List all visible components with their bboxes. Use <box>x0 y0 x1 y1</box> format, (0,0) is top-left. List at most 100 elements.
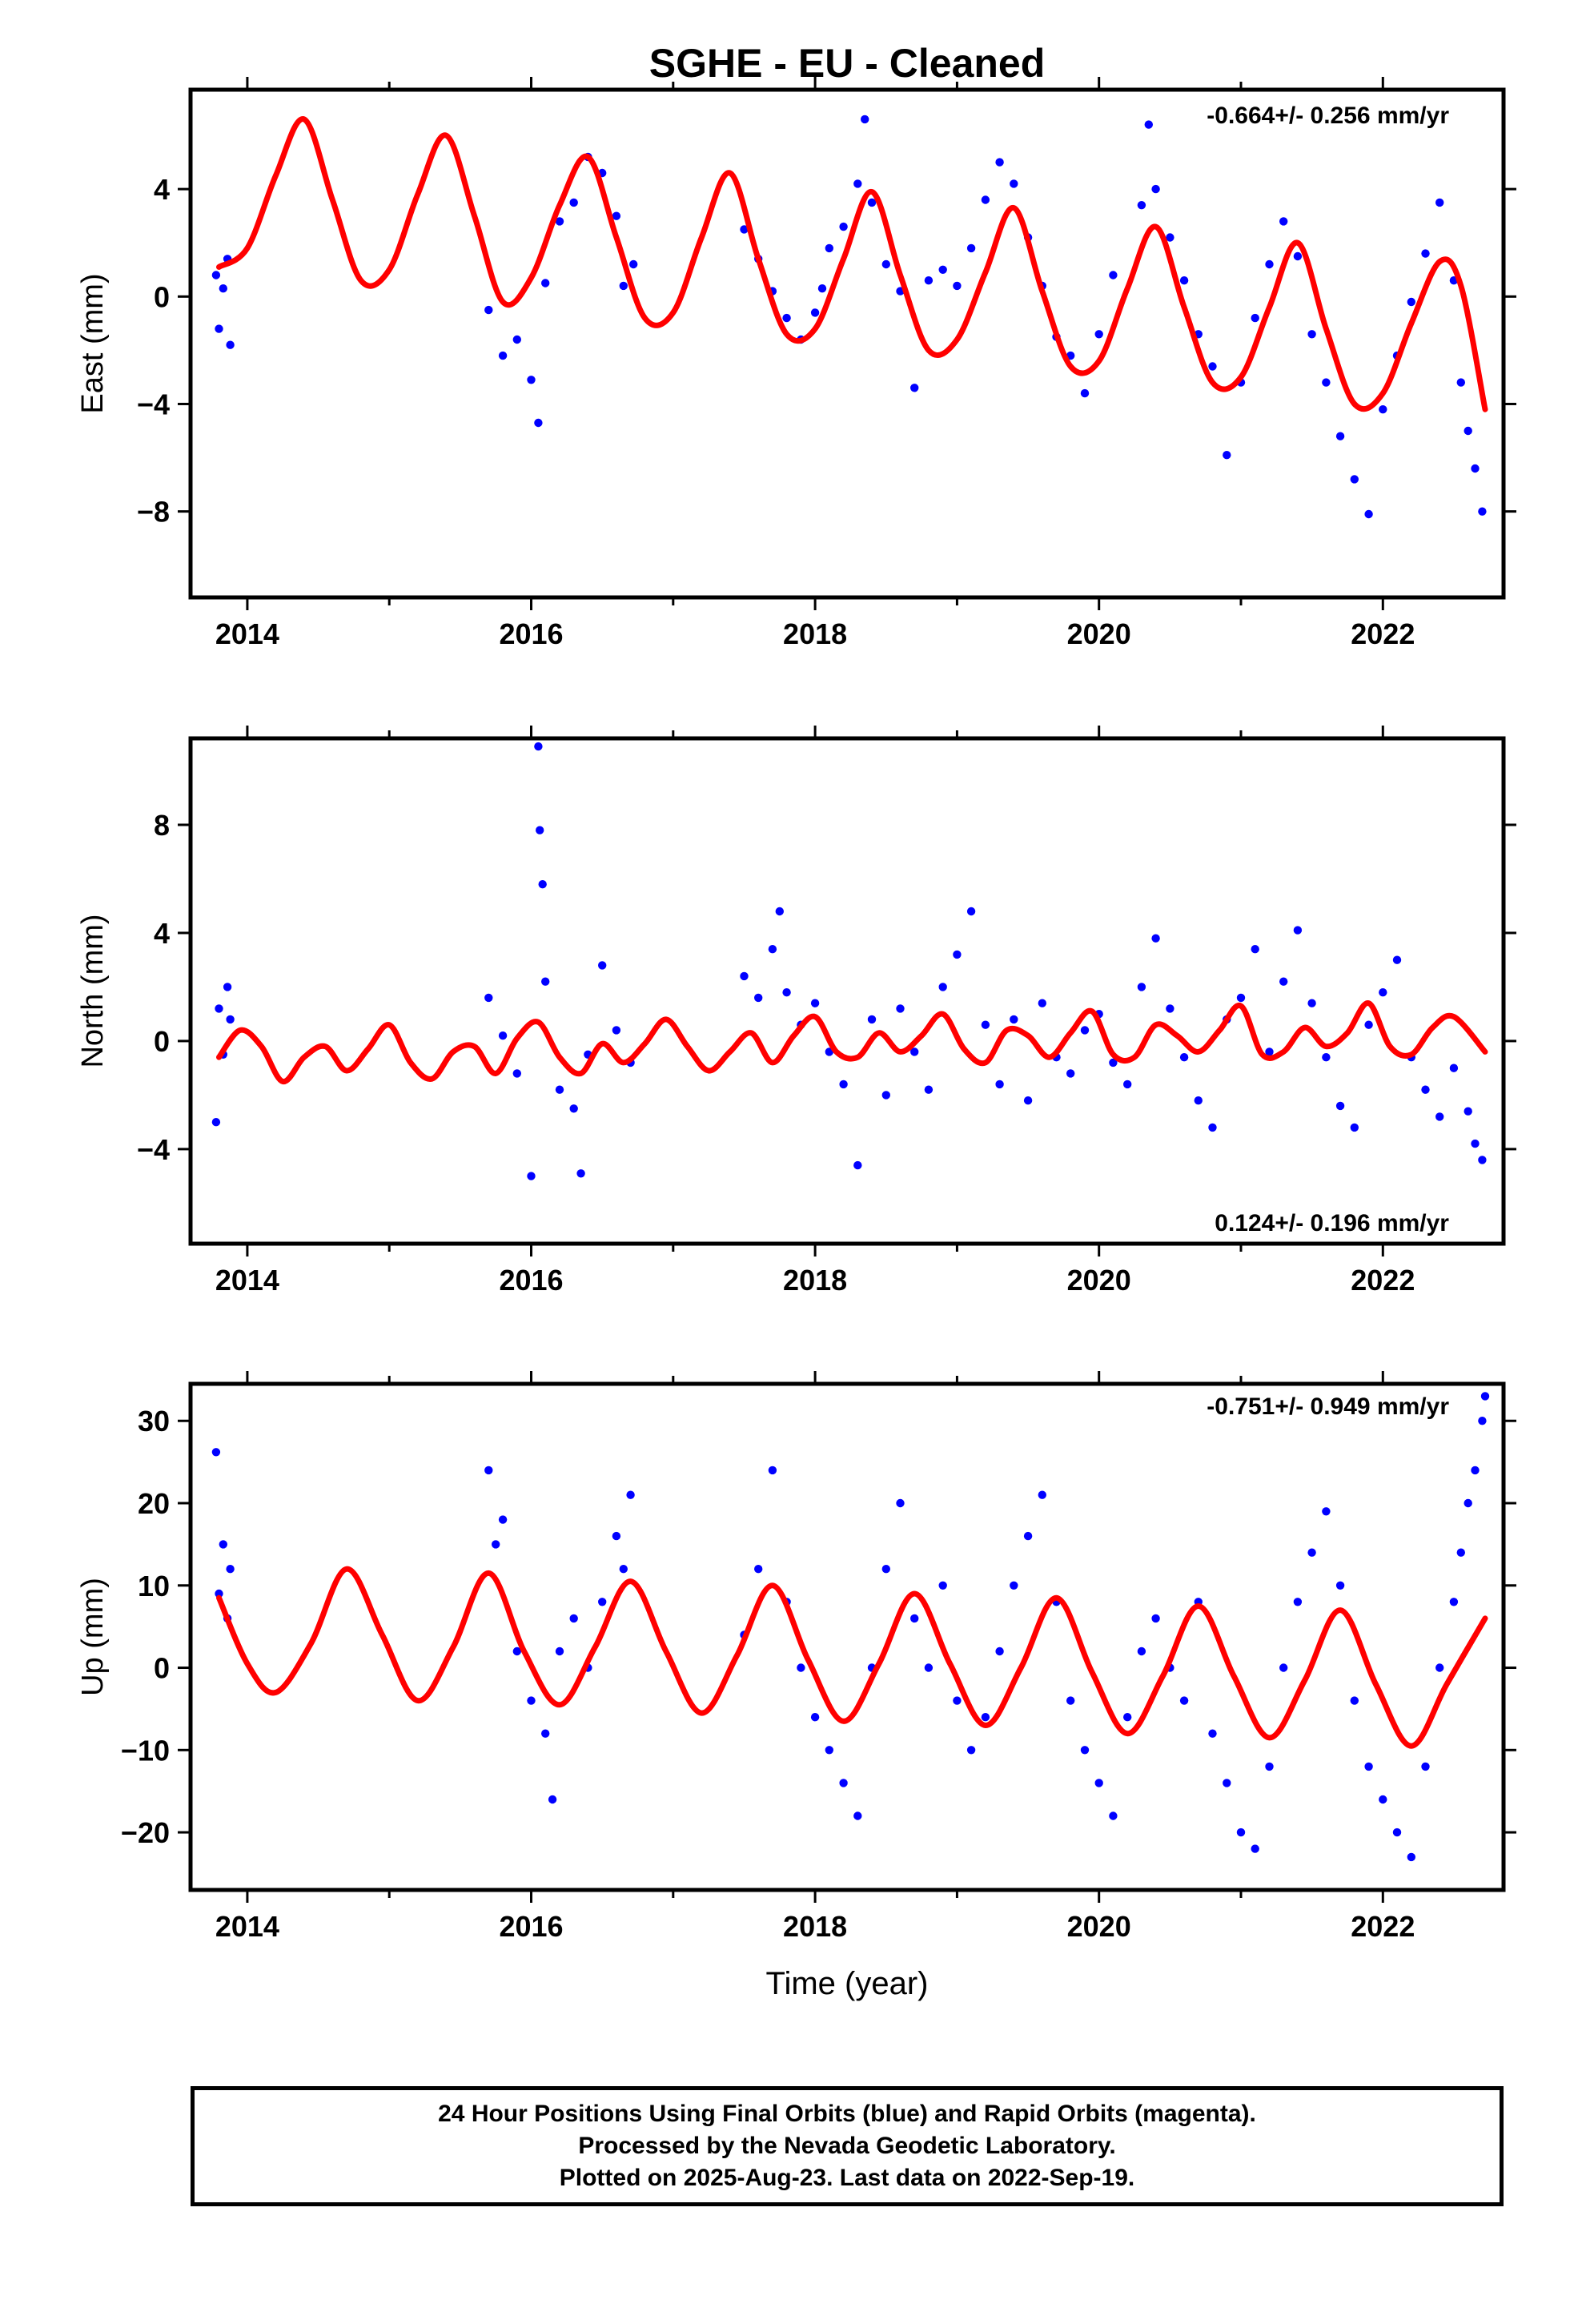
up-data-point <box>1236 1827 1246 1837</box>
up-data-point <box>797 1663 805 1672</box>
north-data-point <box>1066 1069 1075 1078</box>
x-axis-label: Time (year) <box>766 1966 929 2001</box>
east-data-point <box>861 115 869 124</box>
up-data-point <box>226 1565 235 1574</box>
east-data-point <box>867 198 877 207</box>
up-data-point <box>527 1696 536 1705</box>
east-data-point <box>810 308 820 317</box>
up-data-point <box>1471 1466 1480 1475</box>
east-y-tick-label: 4 <box>154 173 170 206</box>
north-data-point <box>1364 1020 1373 1029</box>
east-data-point <box>1223 451 1231 460</box>
north-data-point <box>938 983 947 991</box>
up-data-point <box>1456 1548 1466 1557</box>
east-y-tick-label: 0 <box>154 280 170 313</box>
east-data-point <box>1335 432 1345 440</box>
east-x-tick-label: 2016 <box>499 617 563 650</box>
up-data-point <box>924 1663 934 1672</box>
up-y-tick-label: 20 <box>138 1487 170 1520</box>
up-data-point <box>910 1614 919 1623</box>
up-data-point <box>1307 1548 1316 1557</box>
up-y-tick-label: 10 <box>138 1570 170 1602</box>
north-data-point <box>1179 1053 1189 1062</box>
up-data-point <box>498 1515 508 1524</box>
north-y-tick-label: −4 <box>137 1133 170 1166</box>
north-data-point <box>527 1172 536 1180</box>
east-data-point <box>910 384 919 392</box>
up-plot-frame <box>188 1381 1506 1892</box>
up-data-point <box>1435 1663 1444 1672</box>
up-data-point <box>548 1795 557 1804</box>
up-data-point <box>995 1647 1004 1656</box>
east-data-point <box>1166 233 1174 242</box>
east-data-point <box>211 271 221 279</box>
north-data-point <box>1392 955 1402 964</box>
east-data-point <box>498 351 508 360</box>
east-y-tick-label: −8 <box>137 496 170 529</box>
up-panel: 2014 2016 2018 2020 2022 −20 −10 0 10 20 30 Up (mm)… <box>76 1371 1516 1943</box>
up-data-point <box>484 1466 493 1475</box>
up-x-tick-label: 2016 <box>499 1910 563 1943</box>
north-x-tick-label: 2016 <box>499 1264 563 1297</box>
east-data-point <box>1094 330 1103 339</box>
up-data-point <box>1335 1581 1345 1590</box>
up-data-point <box>1251 1844 1259 1853</box>
north-data-point <box>995 1080 1004 1089</box>
north-data-point <box>512 1069 521 1078</box>
up-data-point <box>938 1581 947 1590</box>
north-y-tick-label: 0 <box>154 1025 170 1058</box>
north-data-point <box>536 826 544 834</box>
up-data-point <box>1080 1746 1090 1755</box>
north-data-point <box>754 993 763 1003</box>
north-data-point <box>1307 999 1316 1007</box>
east-data-point <box>1109 271 1118 279</box>
north-y-tick-label: 4 <box>154 917 170 950</box>
up-data-point <box>1094 1779 1103 1787</box>
up-data-point <box>981 1713 990 1722</box>
up-data-point <box>1322 1507 1331 1516</box>
up-data-point <box>1421 1762 1430 1771</box>
north-data-point <box>1379 988 1387 997</box>
north-x-tick-label: 2022 <box>1351 1264 1415 1297</box>
east-data-point <box>612 211 621 220</box>
up-data-point <box>1208 1729 1217 1738</box>
east-data-point <box>629 259 638 269</box>
north-data-point <box>768 945 777 954</box>
east-data-point <box>1478 507 1487 516</box>
east-data-point <box>839 222 848 231</box>
up-data-point <box>626 1490 635 1499</box>
up-data-point <box>219 1540 227 1549</box>
up-y-axis-label: Up (mm) <box>76 1578 110 1696</box>
up-data-point <box>1279 1663 1288 1672</box>
up-data-point <box>1478 1417 1487 1425</box>
east-data-point <box>782 313 791 323</box>
north-data-point <box>910 1047 919 1056</box>
up-data-point <box>896 1498 905 1508</box>
up-data-point <box>211 1448 221 1457</box>
up-data-point <box>1407 1852 1416 1862</box>
east-data-point <box>226 340 235 349</box>
north-data-point <box>498 1031 508 1040</box>
east-x-tick-label: 2014 <box>215 617 279 650</box>
north-x-tick-label: 2014 <box>215 1264 279 1297</box>
up-data-point <box>1392 1827 1402 1837</box>
east-rate-label: -0.664+/- 0.256 mm/yr <box>1207 103 1449 129</box>
up-model-curve <box>216 1566 1488 1749</box>
up-y-tick-label: −10 <box>121 1734 170 1767</box>
up-data-point <box>555 1647 564 1656</box>
north-data-point <box>1123 1080 1132 1089</box>
up-data-point <box>1480 1392 1490 1401</box>
up-data-point <box>1137 1647 1146 1656</box>
east-data-point <box>541 279 550 287</box>
north-plot-area <box>211 742 1488 1180</box>
north-data-point <box>1478 1156 1487 1164</box>
up-data-point <box>541 1729 550 1738</box>
north-data-point <box>541 977 550 986</box>
north-data-point <box>881 1091 891 1100</box>
north-plot-frame <box>188 736 1506 1246</box>
up-rate-label: -0.751+/- 0.949 mm/yr <box>1207 1393 1449 1420</box>
up-data-point <box>512 1647 521 1656</box>
north-data-point <box>896 1004 905 1013</box>
north-data-point <box>1208 1123 1217 1132</box>
east-plot-area <box>211 115 1488 519</box>
